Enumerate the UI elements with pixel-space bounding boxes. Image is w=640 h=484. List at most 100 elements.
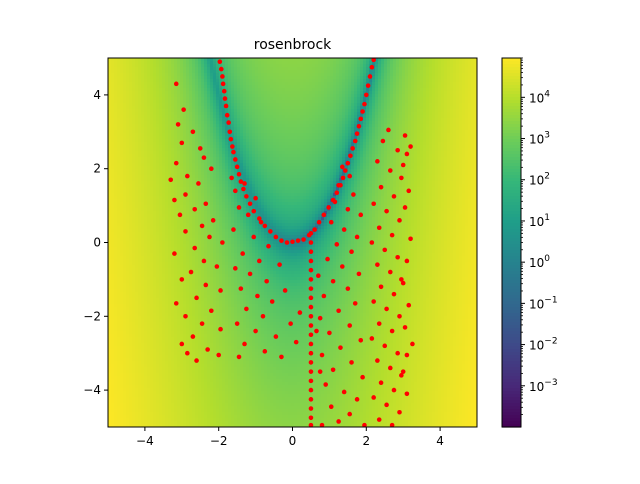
data-point — [384, 403, 389, 408]
data-point — [244, 194, 249, 199]
data-point — [288, 321, 293, 326]
data-point — [384, 307, 389, 312]
data-point — [355, 131, 360, 136]
data-point — [340, 165, 345, 170]
data-point — [194, 358, 199, 363]
data-point — [309, 360, 314, 365]
data-point — [392, 292, 397, 297]
data-point — [183, 314, 188, 319]
data-point — [242, 342, 247, 347]
data-point — [283, 288, 288, 293]
data-point — [227, 130, 232, 135]
data-point — [205, 347, 210, 352]
data-point — [347, 323, 352, 328]
data-point — [220, 74, 225, 79]
data-point — [395, 351, 400, 356]
data-point — [371, 395, 376, 400]
data-point — [382, 344, 387, 349]
data-point — [259, 220, 264, 225]
data-point — [174, 82, 179, 87]
data-point — [397, 218, 402, 223]
data-point — [370, 336, 375, 341]
data-point — [221, 82, 226, 87]
data-point — [322, 213, 327, 218]
data-point — [253, 196, 258, 201]
data-point — [353, 301, 358, 306]
data-point — [189, 270, 194, 275]
data-point — [270, 299, 275, 304]
x-tick-label: 4 — [436, 434, 444, 448]
data-point — [309, 415, 314, 420]
data-point — [358, 117, 363, 122]
data-point — [405, 152, 410, 157]
data-point — [309, 332, 314, 337]
data-point — [334, 190, 339, 195]
y-tick-label: −4 — [83, 383, 101, 397]
data-point — [397, 314, 402, 319]
data-point — [333, 200, 338, 205]
data-point — [253, 329, 258, 334]
data-point — [331, 368, 336, 373]
data-point — [224, 104, 229, 109]
data-point — [192, 246, 197, 251]
data-point — [375, 262, 380, 267]
data-point — [233, 157, 238, 162]
data-point — [185, 351, 190, 356]
data-point — [198, 146, 203, 151]
data-point — [377, 225, 382, 230]
data-point — [379, 380, 384, 385]
data-point — [410, 342, 415, 347]
data-point — [388, 270, 393, 275]
data-point — [405, 391, 410, 396]
data-point — [388, 366, 393, 371]
data-point — [215, 264, 220, 269]
data-point — [349, 249, 354, 254]
data-point — [347, 174, 352, 179]
data-point — [298, 310, 303, 315]
data-point — [176, 122, 181, 127]
data-point — [384, 209, 389, 214]
data-point — [406, 189, 411, 194]
data-point — [279, 355, 284, 360]
data-point — [181, 107, 186, 112]
data-point — [231, 227, 236, 232]
data-point — [325, 257, 330, 262]
data-point — [346, 207, 351, 212]
data-point — [192, 207, 197, 212]
data-point — [220, 240, 225, 245]
data-point — [340, 264, 345, 269]
data-point — [360, 375, 365, 380]
data-point — [185, 174, 190, 179]
data-point — [355, 397, 360, 402]
data-point — [246, 213, 251, 218]
data-point — [318, 369, 323, 374]
data-point — [309, 286, 314, 291]
data-point — [334, 242, 339, 247]
data-point — [194, 296, 199, 301]
data-point — [403, 325, 408, 330]
data-point — [388, 168, 393, 173]
data-point — [346, 286, 351, 291]
data-point — [226, 120, 231, 125]
data-point — [342, 390, 347, 395]
colorbar-tick-label: 10−2 — [529, 337, 558, 353]
data-point — [174, 301, 179, 306]
colorbar-gradient — [502, 58, 521, 428]
data-point — [309, 314, 314, 319]
data-point — [251, 209, 256, 214]
data-point — [401, 369, 406, 374]
data-point — [377, 321, 382, 326]
data-point — [370, 65, 375, 70]
data-point — [390, 233, 395, 238]
data-point — [358, 338, 363, 343]
data-point — [375, 358, 380, 363]
data-point — [203, 283, 208, 288]
data-point — [318, 316, 323, 321]
data-point — [395, 255, 400, 260]
data-point — [174, 161, 179, 166]
x-tick-label: 0 — [289, 434, 297, 448]
data-point — [200, 224, 205, 229]
